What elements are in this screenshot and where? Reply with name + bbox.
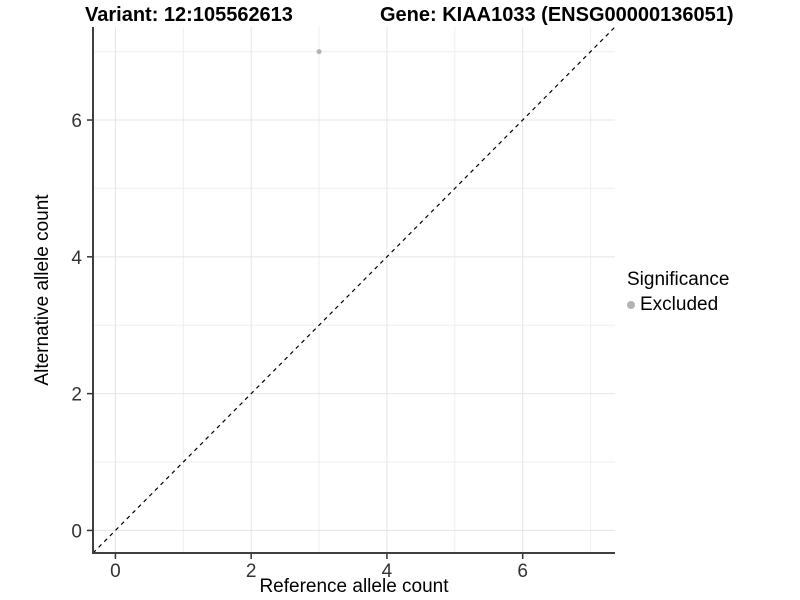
grid-major	[93, 27, 615, 553]
x-tick-label: 6	[517, 561, 528, 582]
axis-titles: Reference allele count Alternative allele…	[32, 194, 449, 597]
axis-lines	[92, 27, 615, 554]
legend-title: Significance	[627, 269, 730, 290]
y-tick-label: 2	[71, 385, 82, 406]
y-tick-label: 0	[71, 521, 82, 542]
legend-point-swatch	[627, 301, 635, 309]
grid-minor	[93, 27, 615, 553]
legend-item-label: Excluded	[640, 294, 719, 315]
legend-item-excluded: Excluded	[627, 294, 729, 316]
y-axis-ticks: 0 2 4 6	[71, 111, 92, 542]
x-axis-title: Reference allele count	[259, 576, 449, 597]
x-tick-label: 2	[246, 561, 257, 582]
x-tick-label: 0	[110, 561, 121, 582]
x-axis-ticks: 0 2 4 6	[110, 554, 528, 582]
data-points	[316, 49, 322, 55]
y-tick-label: 6	[71, 111, 82, 132]
identity-line	[92, 26, 616, 554]
x-tick-label: 4	[382, 561, 393, 582]
data-point	[316, 49, 322, 55]
y-axis-title: Alternative allele count	[32, 194, 53, 386]
gene-title: Gene: KIAA1033 (ENSG00000136051)	[380, 4, 734, 26]
legend: Significance Excluded	[627, 269, 729, 316]
y-tick-label: 4	[71, 248, 82, 269]
variant-title: Variant: 12:105562613	[85, 4, 293, 26]
